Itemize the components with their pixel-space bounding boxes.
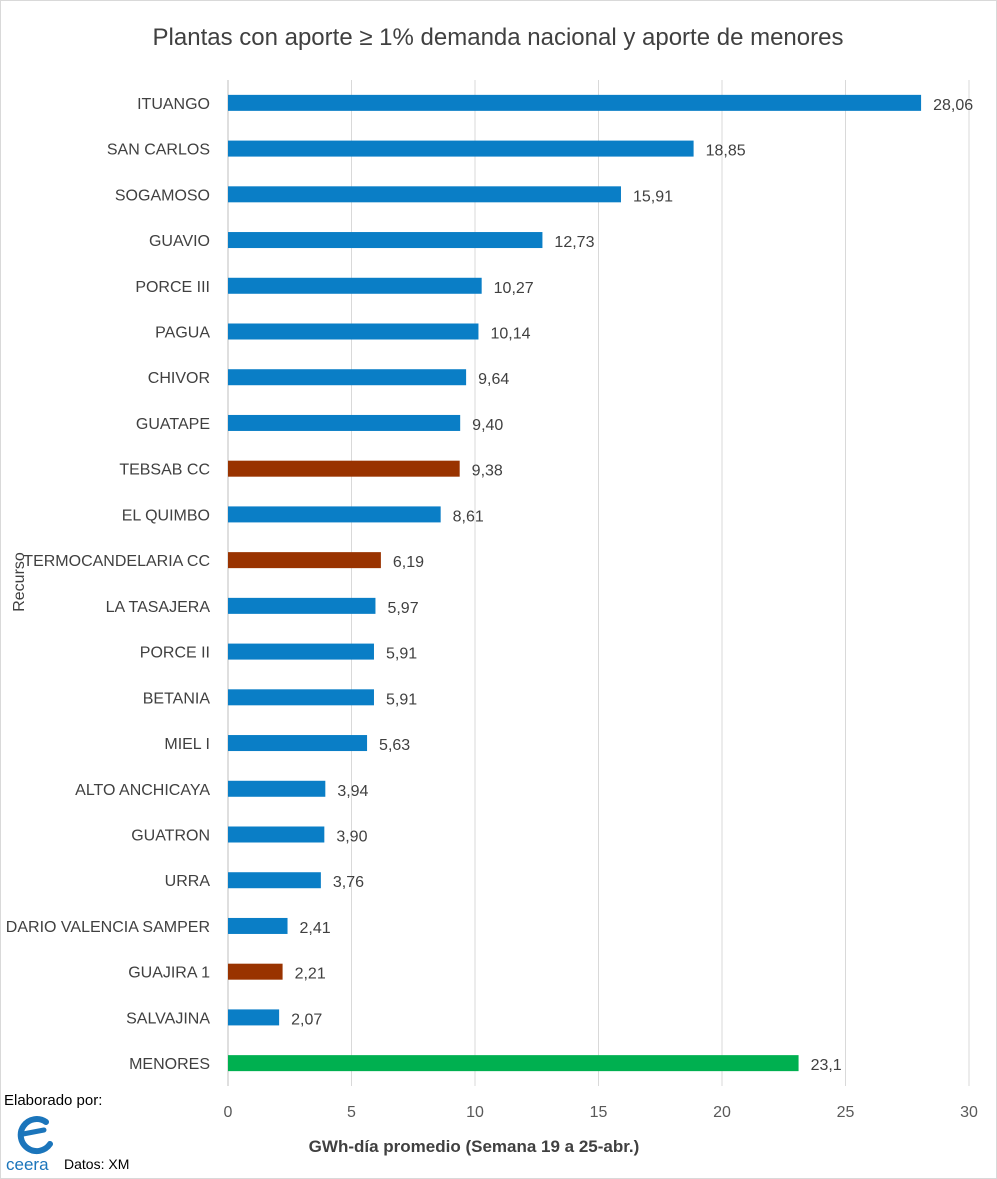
x-tick-label: 0 (224, 1104, 233, 1121)
value-label: 9,64 (478, 371, 509, 388)
bar (228, 1009, 280, 1026)
bar (228, 140, 694, 157)
bar (228, 917, 288, 934)
bar (228, 963, 283, 980)
category-label: MIEL I (164, 736, 210, 753)
value-label: 10,14 (490, 326, 530, 343)
bar (228, 552, 381, 569)
value-label: 3,94 (337, 783, 368, 800)
category-label: PORCE III (135, 279, 210, 296)
bar (228, 414, 461, 431)
category-label: CHIVOR (148, 370, 210, 387)
x-tick-label: 10 (466, 1104, 484, 1121)
category-label: ITUANGO (137, 96, 210, 113)
category-label: URRA (165, 873, 211, 890)
bar (228, 277, 482, 294)
x-tick-label: 30 (960, 1104, 978, 1121)
x-tick-labels: 0 5 10 15 20 25 30 (224, 1104, 978, 1121)
bar (228, 1055, 799, 1072)
bar (228, 94, 922, 111)
bar (228, 689, 374, 706)
bar (228, 186, 621, 203)
datos-label: Datos: XM (64, 1156, 130, 1172)
value-label: 18,85 (706, 143, 746, 160)
bar (228, 460, 460, 477)
bar (228, 872, 321, 889)
value-label: 10,27 (494, 280, 534, 297)
category-labels: ITUANGO SAN CARLOS SOGAMOSO GUAVIO PORCE III… (6, 96, 211, 1073)
x-axis-label: GWh-día promedio (Semana 19 a 25-abr.) (309, 1137, 640, 1156)
value-label: 5,91 (386, 691, 417, 708)
x-tick-label: 15 (590, 1104, 608, 1121)
bar (228, 323, 479, 340)
value-label: 23,1 (811, 1057, 842, 1074)
value-label: 9,38 (472, 463, 503, 480)
grid-lines (227, 80, 970, 1086)
bar (228, 369, 467, 386)
bar (228, 597, 376, 614)
category-label: SAN CARLOS (107, 142, 210, 159)
category-label: PORCE II (140, 645, 210, 662)
category-label: GUATRON (131, 828, 210, 845)
category-label: SOGAMOSO (115, 187, 210, 204)
category-label: PAGUA (155, 325, 210, 342)
value-label: 8,61 (453, 508, 484, 525)
bar (228, 780, 326, 797)
x-tick-label: 25 (837, 1104, 855, 1121)
bar (228, 826, 325, 843)
category-label: SALVAJINA (126, 1010, 210, 1027)
value-label: 2,41 (300, 920, 331, 937)
value-label: 2,07 (291, 1011, 322, 1028)
value-label: 3,90 (336, 829, 367, 846)
value-label: 5,91 (386, 646, 417, 663)
category-label: MENORES (129, 1056, 210, 1073)
bars (228, 94, 922, 1072)
value-label: 12,73 (554, 234, 594, 251)
x-tick-label: 5 (347, 1104, 356, 1121)
value-label: 3,76 (333, 874, 364, 891)
logo-text: ceera (6, 1155, 49, 1174)
value-labels: 28,06 18,85 15,91 12,73 10,27 10,14 9,64 9,40 9,… (291, 97, 973, 1074)
value-label: 15,91 (633, 188, 673, 205)
value-label: 5,97 (387, 600, 418, 617)
category-label: BETANIA (143, 690, 211, 707)
category-label: EL QUIMBO (122, 507, 210, 524)
category-label: TERMOCANDELARIA CC (23, 553, 210, 570)
category-label: LA TASAJERA (106, 599, 211, 616)
y-axis-label: Recurso (11, 552, 28, 612)
ceera-logo: ceera (6, 1116, 53, 1174)
value-label: 2,21 (295, 966, 326, 983)
bar (228, 506, 441, 523)
category-label: DARIO VALENCIA SAMPER (6, 919, 210, 936)
bar (228, 643, 374, 660)
category-label: GUAJIRA 1 (128, 965, 210, 982)
bar (228, 735, 368, 752)
elaborado-por-label: Elaborado por: (4, 1092, 103, 1109)
value-label: 5,63 (379, 737, 410, 754)
value-label: 9,40 (472, 417, 503, 434)
category-label: ALTO ANCHICAYA (75, 782, 210, 799)
bar (228, 232, 543, 249)
value-label: 28,06 (933, 97, 973, 114)
category-label: GUAVIO (149, 233, 210, 250)
chart-title: Plantas con aporte ≥ 1% demanda nacional… (153, 24, 844, 51)
x-tick-label: 20 (713, 1104, 731, 1121)
value-label: 6,19 (393, 554, 424, 571)
category-label: TEBSAB CC (119, 462, 210, 479)
category-label: GUATAPE (136, 416, 210, 433)
